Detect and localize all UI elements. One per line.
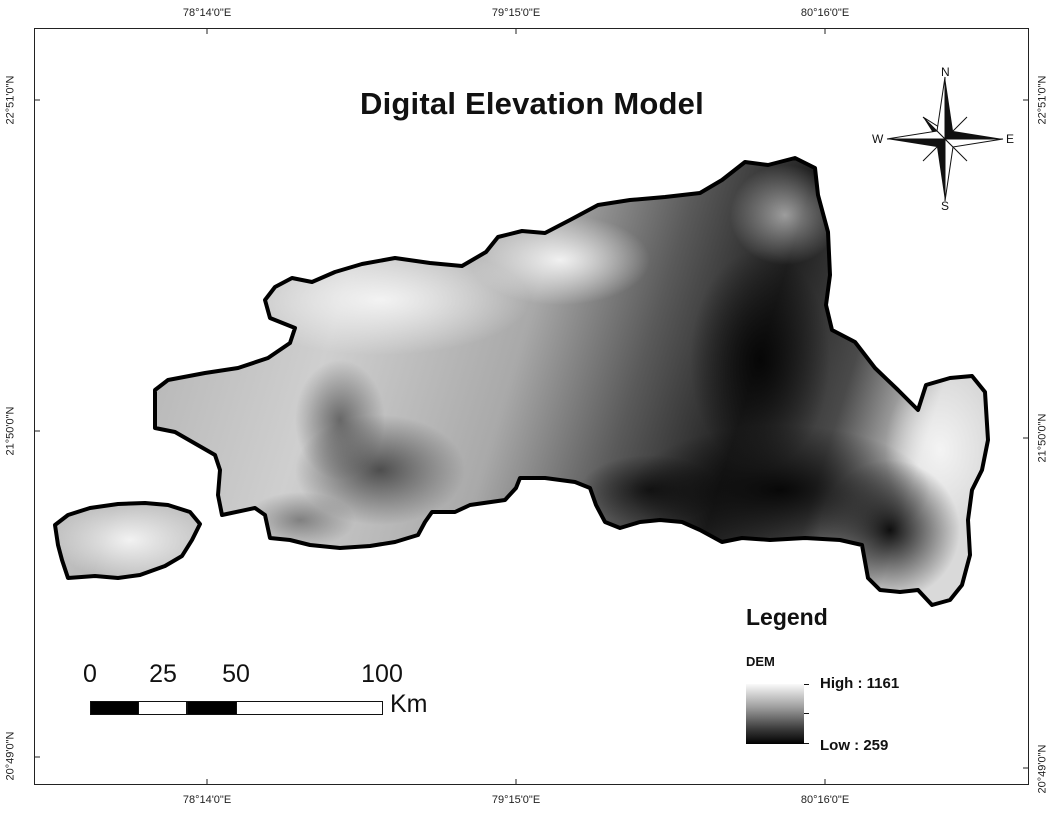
compass-north-label: N [941,65,950,79]
legend-tick-high [804,684,809,685]
scale-bar-segment-4 [236,701,383,715]
scale-label-100: 100 [361,660,403,688]
map-title: Digital Elevation Model [360,86,704,121]
compass-east-label: E [1006,132,1015,146]
scale-bar-segment-1 [90,701,139,715]
legend-color-ramp [746,684,804,744]
scale-bar-segment-3 [187,701,237,715]
legend-layer-name: DEM [746,654,775,669]
legend-high-label: High : 1161 [820,675,900,692]
graticule-label-bottom-2: 79°15'0"E [491,794,541,806]
legend-title: Legend [746,604,828,630]
scale-label-25: 25 [149,660,177,688]
scale-bar-segment-2 [138,701,187,715]
graticule-label-top-3: 80°16'0"E [800,7,850,19]
graticule-label-bottom-1: 78°14'0"E [182,794,232,806]
scale-unit-label: Km [390,690,428,718]
compass-rose-icon [886,76,1004,202]
legend-low-label: Low : 259 [820,737,889,754]
graticule-label-top-2: 79°15'0"E [491,7,541,19]
legend-tick-low [804,743,809,744]
compass-west-label: W [872,132,884,146]
map-frame [34,28,1029,785]
graticule-label-top-1: 78°14'0"E [182,7,232,19]
scale-label-50: 50 [222,660,250,688]
legend-tick-mid [804,713,809,714]
graticule-label-bottom-3: 80°16'0"E [800,794,850,806]
compass-south-label: S [941,199,950,213]
scale-label-0: 0 [83,660,97,688]
